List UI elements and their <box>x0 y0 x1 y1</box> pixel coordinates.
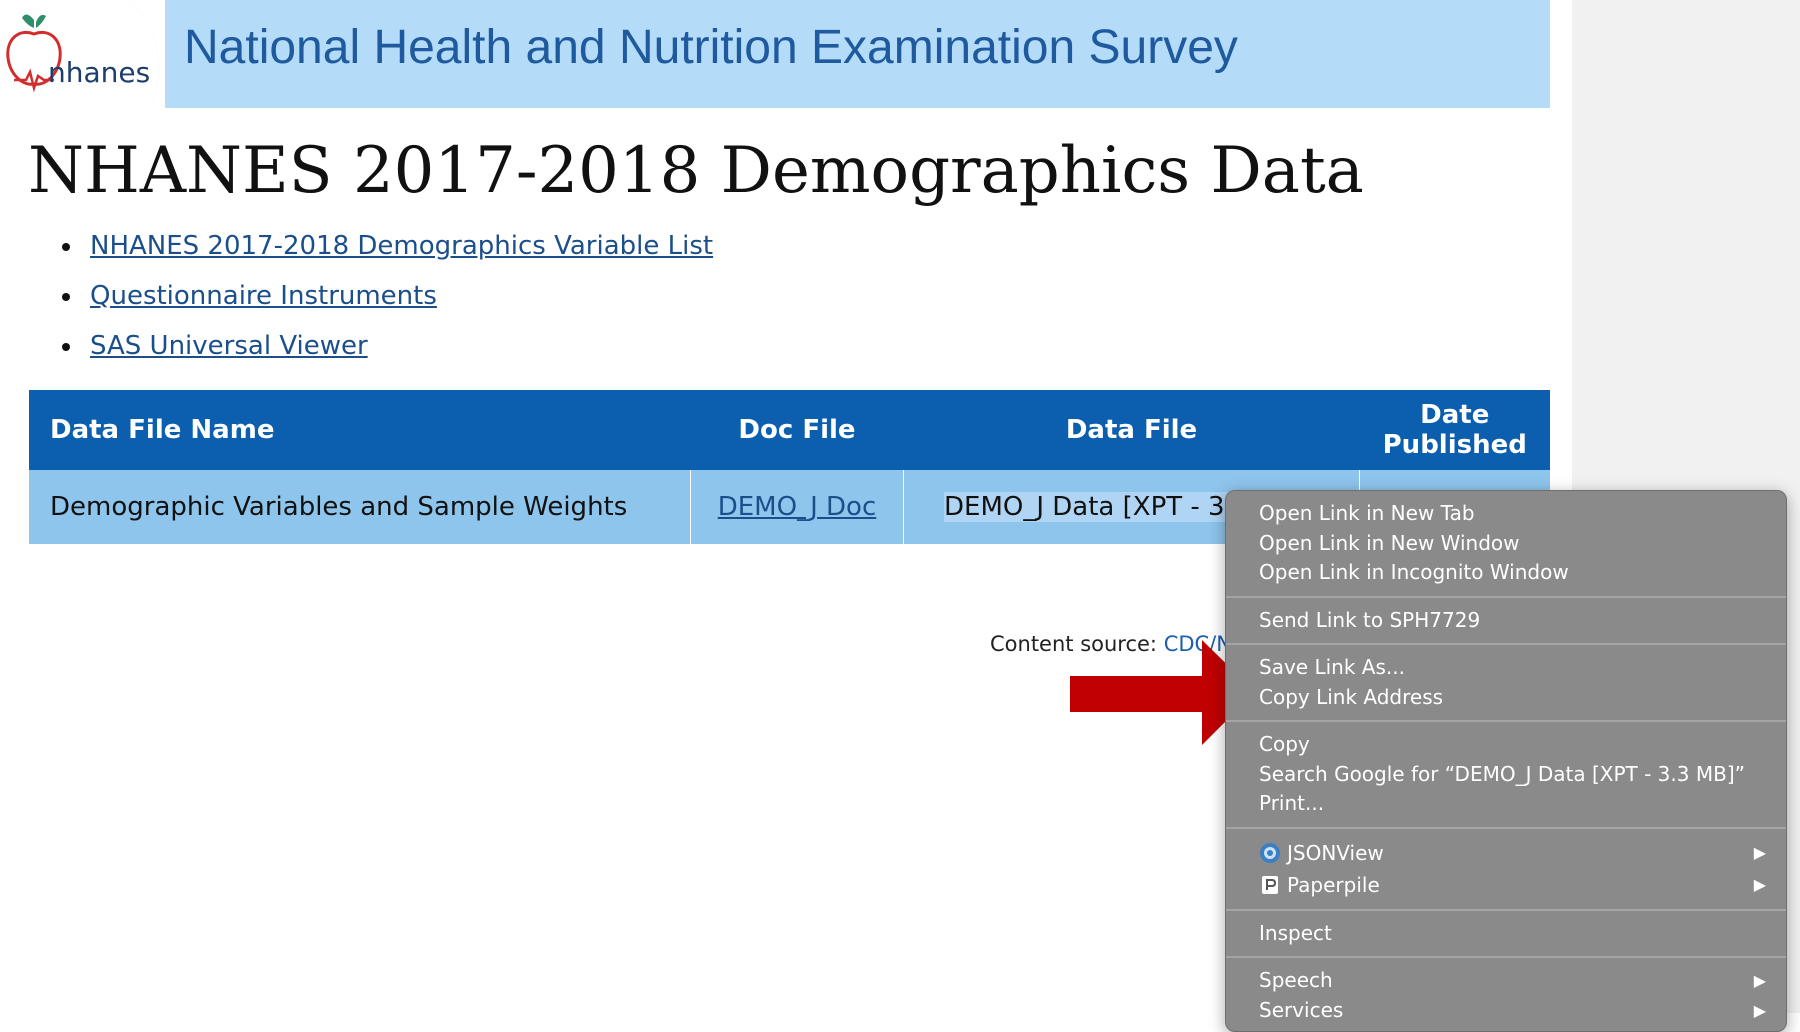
menu-group-send: Send Link to SPH7729 <box>1226 598 1786 645</box>
page-title: NHANES 2017-2018 Demographics Data <box>28 134 1364 208</box>
menu-copy[interactable]: Copy <box>1259 732 1310 756</box>
menu-send-link[interactable]: Send Link to SPH7729 <box>1259 607 1481 632</box>
header-doc-file: Doc File <box>690 390 904 470</box>
red-pointer-arrow-icon <box>1070 640 1255 745</box>
menu-group-speech: Speech ▶ Services ▶ <box>1226 958 1786 1031</box>
nhanes-logo[interactable]: nhanes <box>0 0 165 108</box>
menu-group-extensions: JSONView ▶ Paperpile ▶ <box>1226 829 1786 911</box>
menu-services-label: Services <box>1259 997 1344 1022</box>
doc-file-link[interactable]: DEMO_J Doc <box>717 492 877 522</box>
menu-copy-link-address[interactable]: Copy Link Address <box>1259 684 1444 709</box>
menu-group-save: Save Link As... Copy Link Address <box>1226 645 1786 722</box>
menu-jsonview[interactable]: JSONView ▶ <box>1226 837 1786 869</box>
menu-paperpile-label: Paperpile <box>1287 872 1380 897</box>
context-menu: Open Link in New Tab Open Link in New Wi… <box>1225 490 1787 1032</box>
header-date-published: Date Published <box>1359 390 1550 470</box>
table-header-row: Data File Name Doc File Data File Date P… <box>29 390 1550 470</box>
menu-search-google[interactable]: Search Google for “DEMO_J Data [XPT - 3.… <box>1259 761 1745 786</box>
paperpile-icon <box>1262 875 1278 894</box>
submenu-arrow-icon: ▶ <box>1753 842 1766 862</box>
sas-viewer-link[interactable]: SAS Universal Viewer <box>90 331 368 361</box>
menu-speech-label: Speech <box>1259 968 1333 992</box>
cell-doc-file: DEMO_J Doc <box>690 470 904 544</box>
menu-speech[interactable]: Speech ▶ <box>1226 966 1786 996</box>
menu-group-copy: Copy Search Google for “DEMO_J Data [XPT… <box>1226 722 1786 829</box>
menu-group-open: Open Link in New Tab Open Link in New Wi… <box>1226 491 1786 598</box>
jsonview-icon <box>1260 842 1280 863</box>
content-source-label: Content source: <box>990 632 1164 656</box>
submenu-arrow-icon: ▶ <box>1753 874 1766 894</box>
menu-services[interactable]: Services ▶ <box>1226 996 1786 1026</box>
bullet <box>62 293 70 301</box>
header-data-file-name: Data File Name <box>29 390 691 470</box>
menu-paperpile[interactable]: Paperpile ▶ <box>1226 869 1786 901</box>
submenu-arrow-icon: ▶ <box>1753 971 1766 990</box>
menu-save-link-as[interactable]: Save Link As... <box>1259 655 1405 679</box>
apple-logo-icon <box>0 0 165 108</box>
menu-open-new-window[interactable]: Open Link in New Window <box>1259 530 1520 555</box>
header-data-file: Data File <box>903 390 1360 470</box>
logo-text: nhanes <box>48 56 151 89</box>
menu-group-inspect: Inspect <box>1226 911 1786 958</box>
bullet <box>62 243 70 251</box>
variable-list-link[interactable]: NHANES 2017-2018 Demographics Variable L… <box>90 231 714 261</box>
list-item: Questionnaire Instruments <box>58 276 713 326</box>
resource-links: NHANES 2017-2018 Demographics Variable L… <box>58 226 713 376</box>
banner-title: National Health and Nutrition Examinatio… <box>184 21 1238 74</box>
site-banner: nhanes National Health and Nutrition Exa… <box>0 0 1550 108</box>
menu-jsonview-label: JSONView <box>1287 840 1384 865</box>
menu-open-incognito[interactable]: Open Link in Incognito Window <box>1259 560 1569 584</box>
questionnaire-link[interactable]: Questionnaire Instruments <box>90 281 437 311</box>
submenu-arrow-icon: ▶ <box>1753 1000 1766 1020</box>
menu-print[interactable]: Print... <box>1259 791 1325 815</box>
menu-open-new-tab[interactable]: Open Link in New Tab <box>1259 501 1475 525</box>
list-item: SAS Universal Viewer <box>58 326 713 376</box>
menu-inspect[interactable]: Inspect <box>1259 920 1332 945</box>
bullet <box>62 343 70 351</box>
cell-file-name: Demographic Variables and Sample Weights <box>29 470 691 544</box>
list-item: NHANES 2017-2018 Demographics Variable L… <box>58 226 713 276</box>
